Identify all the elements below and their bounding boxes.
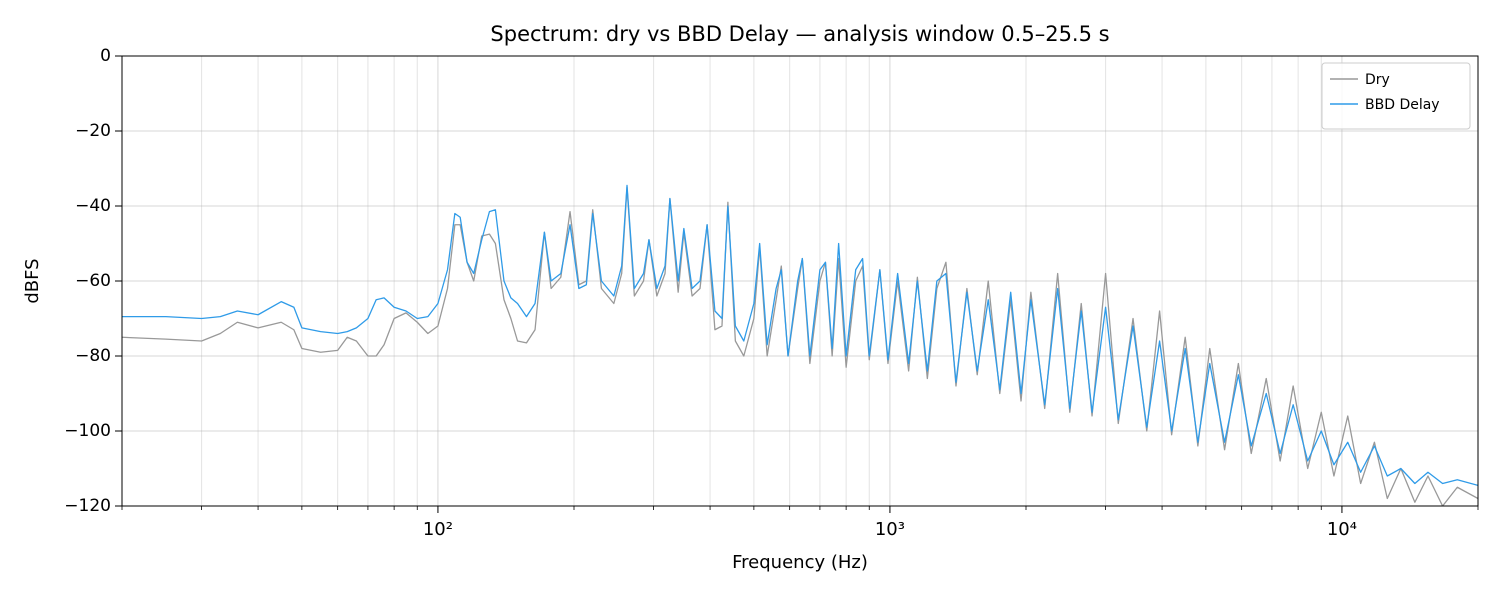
y-tick-label: −120 bbox=[64, 496, 111, 516]
legend-label: Dry bbox=[1365, 72, 1390, 88]
y-tick-label: −60 bbox=[75, 271, 111, 291]
y-tick-label: 0 bbox=[100, 46, 111, 66]
legend-label: BBD Delay bbox=[1365, 97, 1440, 113]
x-tick-label: 10⁴ bbox=[1327, 519, 1357, 540]
y-axis-label: dBFS bbox=[22, 258, 43, 303]
y-tick-label: −80 bbox=[75, 346, 111, 366]
x-tick-label: 10² bbox=[423, 519, 453, 540]
legend-box bbox=[1321, 62, 1471, 130]
chart-title: Spectrum: dry vs BBD Delay — analysis wi… bbox=[490, 22, 1109, 46]
series-line bbox=[122, 186, 1478, 506]
series-line bbox=[122, 184, 1478, 487]
x-axis-label: Frequency (Hz) bbox=[732, 552, 868, 573]
x-tick-label: 10³ bbox=[875, 519, 905, 540]
y-tick-label: −40 bbox=[75, 196, 111, 216]
y-tick-label: −100 bbox=[64, 421, 111, 441]
y-tick-label: −20 bbox=[75, 121, 111, 141]
